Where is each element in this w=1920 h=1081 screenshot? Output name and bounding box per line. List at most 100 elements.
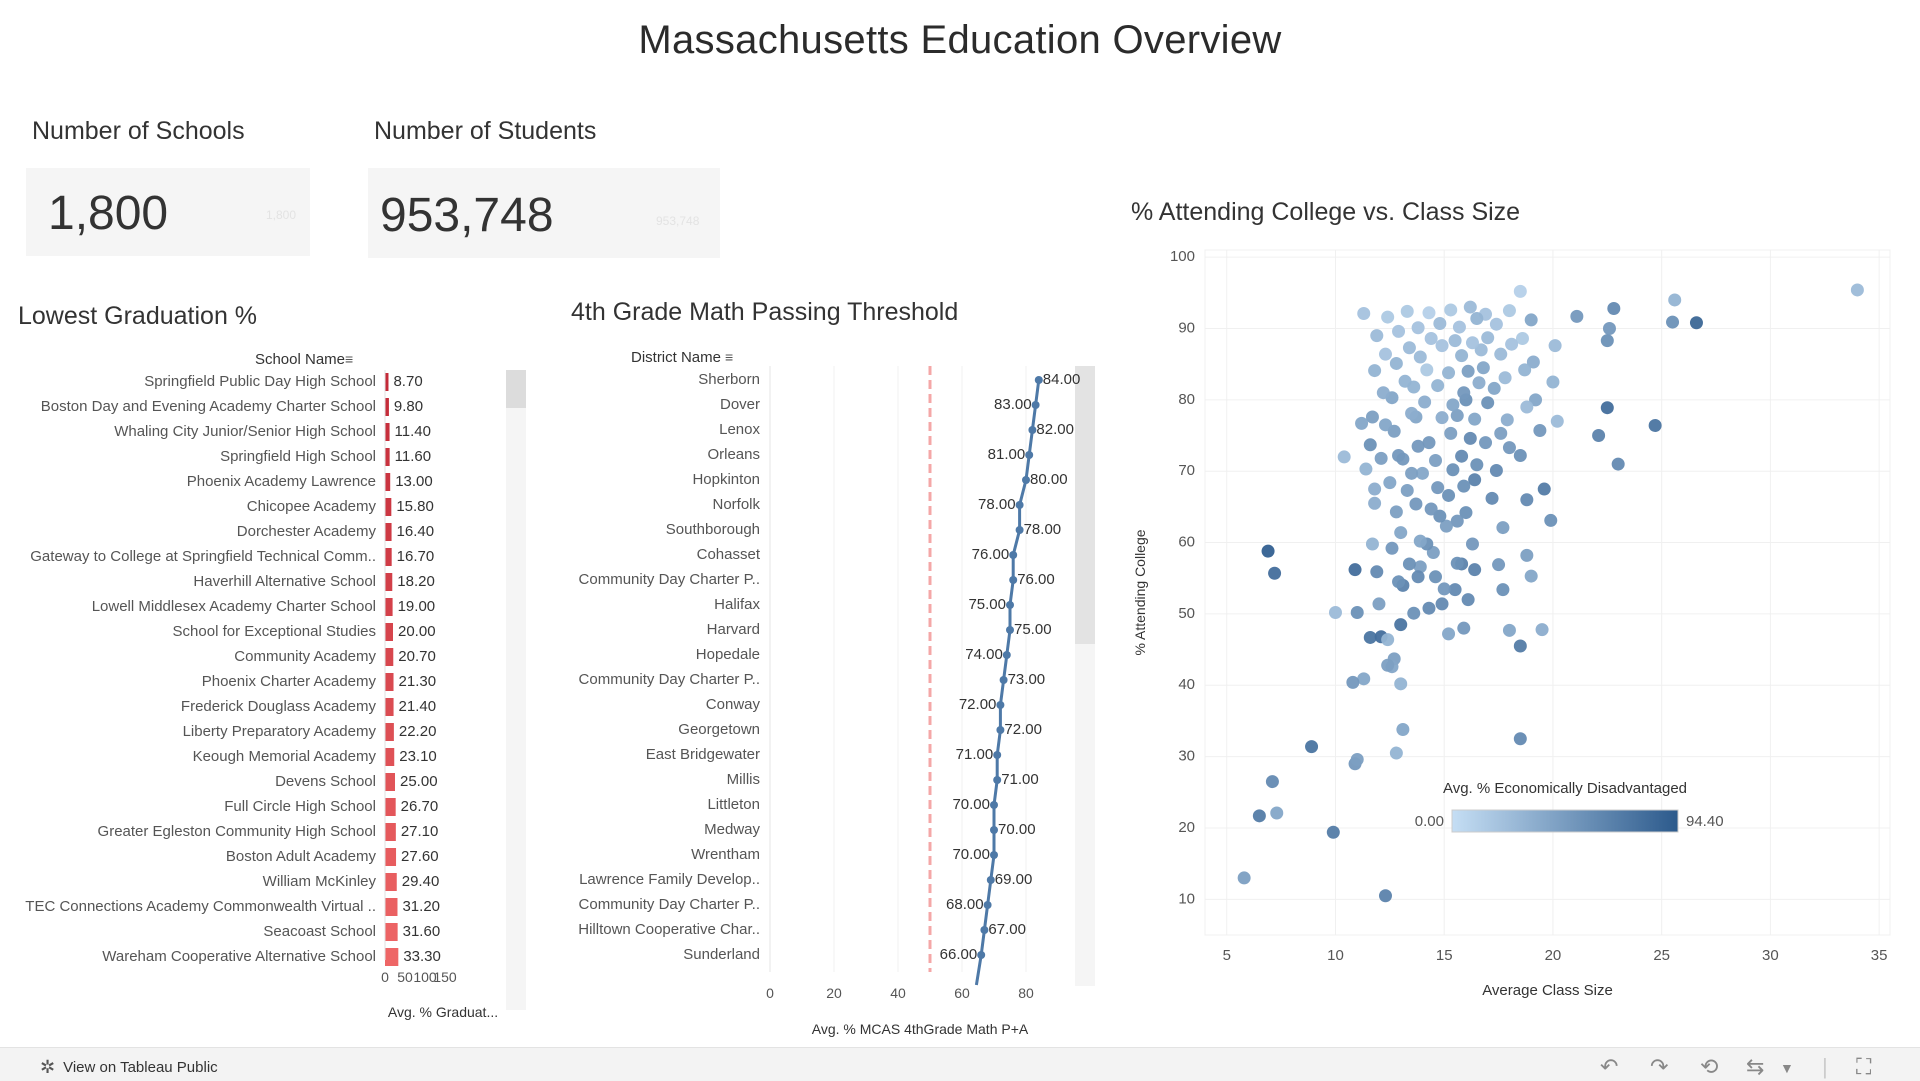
math-row-label: Norfolk (712, 496, 760, 513)
math-threshold-chart[interactable]: District Name ≡ Sherborn 84.00 Dover 83.00 Len… (555, 340, 1100, 1040)
grad-value-label: 16.70 (397, 548, 435, 565)
grad-value-label: 16.40 (397, 523, 435, 540)
math-value-label: 71.00 (1001, 771, 1039, 788)
scatter-y-tick: 70 (1178, 462, 1195, 479)
grad-value-label: 31.20 (402, 898, 440, 915)
scatter-point (1452, 320, 1466, 334)
math-point (977, 951, 986, 959)
scatter-point (1524, 313, 1538, 327)
grad-value-label: 21.30 (399, 673, 437, 690)
math-value-label: 72.00 (959, 696, 997, 713)
math-value-label: 75.00 (968, 596, 1006, 613)
scatter-point (1494, 347, 1508, 361)
scatter-point (1398, 374, 1412, 388)
kpi-students-card[interactable]: 953,748 953,748 (368, 168, 720, 258)
grad-x-axis-title: Avg. % Graduat... (388, 1004, 498, 1020)
grad-bar (385, 623, 393, 641)
scatter-point (1389, 746, 1403, 760)
scatter-point (1431, 379, 1445, 393)
scatter-point (1405, 466, 1419, 480)
scatter-point (1535, 623, 1549, 637)
grad-row-label: Seacoast School (263, 923, 376, 940)
grad-bar (385, 873, 397, 891)
math-scrollbar-thumb[interactable] (1075, 366, 1095, 644)
scatter-point (1400, 304, 1414, 318)
scatter-point (1518, 363, 1532, 377)
grad-value-label: 18.20 (397, 573, 435, 590)
grad-bar (385, 923, 398, 941)
math-value-label: 70.00 (952, 796, 990, 813)
math-value-label: 82.00 (1036, 421, 1074, 438)
math-point (980, 926, 989, 934)
revert-icon[interactable]: ⟲ (1700, 1054, 1719, 1079)
grad-row-label: Devens School (275, 773, 376, 790)
scatter-y-tick: 40 (1178, 676, 1195, 693)
sort-icon: ≡ (725, 349, 733, 365)
grad-value-label: 27.60 (401, 848, 439, 865)
scatter-point (1450, 409, 1464, 423)
scatter-point (1502, 304, 1516, 318)
math-row-label: Halifax (714, 596, 760, 613)
chevron-down-icon[interactable]: ▼ (1780, 1060, 1794, 1076)
math-row-label: Community Day Charter P.. (579, 896, 760, 913)
scatter-point (1383, 476, 1397, 490)
grad-bar (385, 823, 396, 841)
math-point (1015, 501, 1024, 509)
scatter-point (1433, 316, 1447, 330)
math-row-header: District Name (631, 349, 721, 366)
undo-icon[interactable]: ↶ (1600, 1054, 1619, 1079)
scatter-point (1444, 303, 1458, 317)
grad-value-label: 20.00 (398, 623, 436, 640)
math-value-label: 76.00 (972, 546, 1010, 563)
scatter-point (1411, 570, 1425, 584)
scatter-point (1442, 627, 1456, 641)
math-point (996, 726, 1005, 734)
view-on-tableau-link[interactable]: ✲ View on Tableau Public (40, 1057, 218, 1078)
math-row-label: Sherborn (698, 371, 760, 388)
scatter-point (1346, 675, 1360, 689)
kpi-schools-value: 1,800 (48, 187, 169, 240)
scatter-point (1400, 483, 1414, 497)
scatter-point (1446, 398, 1460, 412)
scatter-point (1520, 400, 1534, 414)
math-value-label: 75.00 (1014, 621, 1052, 638)
scatter-point (1455, 349, 1469, 363)
graduation-bar-chart[interactable]: School Name ≡ Springfield Public Day High … (0, 340, 540, 1025)
grad-value-label: 31.60 (403, 923, 441, 940)
math-value-label: 81.00 (988, 446, 1026, 463)
kpi-schools-title: Number of Schools (32, 117, 245, 145)
math-value-label: 68.00 (946, 896, 984, 913)
grad-scrollbar-thumb[interactable] (506, 370, 526, 408)
grad-row-label: Haverhill Alternative School (193, 573, 376, 590)
college-vs-class-size-scatter[interactable]: 10 20 30 40 50 60 70 80 90 100 5 10 15 20 25 30 35 Averag… (1120, 235, 1900, 1010)
scatter-point (1376, 386, 1390, 400)
math-point (1006, 601, 1014, 609)
grad-row-label: Boston Day and Evening Academy Charter S… (41, 398, 376, 415)
scatter-point (1461, 593, 1475, 607)
refresh-icon[interactable]: ⇆ (1746, 1054, 1765, 1079)
grad-bar (385, 748, 395, 766)
math-point (1006, 626, 1014, 634)
scatter-y-tick: 20 (1178, 819, 1195, 836)
grad-row-label: Phoenix Academy Lawrence (187, 473, 376, 490)
scatter-y-tick: 90 (1178, 319, 1195, 336)
fullscreen-icon[interactable]: ⛶ (1856, 1054, 1872, 1079)
grad-bar (385, 548, 392, 566)
kpi-schools-card[interactable]: 1,800 1,800 (26, 168, 310, 256)
scatter-point (1470, 312, 1484, 325)
view-on-tableau-label: View on Tableau Public (63, 1059, 218, 1076)
math-chart-title: 4th Grade Math Passing Threshold (571, 298, 959, 326)
scatter-point (1455, 449, 1469, 463)
scatter-point (1424, 502, 1438, 516)
math-point (986, 876, 995, 884)
grad-x-tick: 0 (381, 969, 389, 985)
scatter-point (1348, 563, 1362, 577)
scatter-point (1544, 513, 1558, 527)
grad-value-label: 25.00 (400, 773, 438, 790)
grad-value-label: 20.70 (398, 648, 436, 665)
math-row-label: Community Day Charter P.. (579, 671, 760, 688)
scatter-point (1648, 419, 1662, 433)
math-point (1002, 651, 1011, 659)
grad-value-label: 8.70 (393, 373, 422, 390)
redo-icon[interactable]: ↷ (1650, 1054, 1669, 1079)
